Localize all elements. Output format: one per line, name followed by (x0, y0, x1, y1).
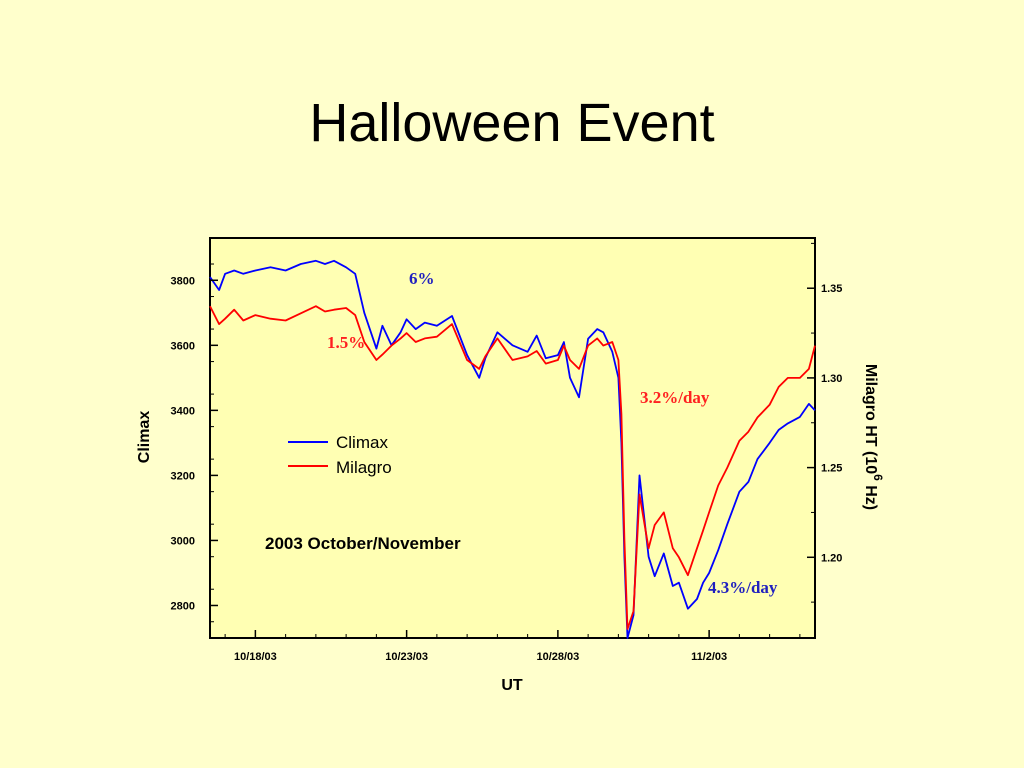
legend: Climax Milagro (288, 433, 392, 477)
y-right-tick-label: 1.30 (821, 373, 842, 385)
annotation-climax-recovery: 4.3%/day (708, 578, 778, 597)
y-right-tick-label: 1.25 (821, 463, 842, 475)
y-axis-left: 2800 3000 3200 3400 3600 3800 (171, 263, 218, 623)
y-axis-right-title: Milagro HT (106 Hz) (862, 364, 885, 510)
annotation-milagro-drop: 1.5% (327, 333, 365, 352)
annotation-milagro-recovery: 3.2%/day (640, 388, 710, 407)
slide-title: Halloween Event (309, 93, 715, 153)
annotation-climax-drop: 6% (409, 269, 435, 288)
x-axis-title: UT (501, 677, 523, 694)
x-tick-label: 10/23/03 (385, 651, 428, 663)
y-right-tick-label: 1.35 (821, 283, 842, 295)
y-left-tick-label: 2800 (171, 600, 195, 612)
y-left-tick-label: 3000 (171, 535, 195, 547)
x-tick-label: 11/2/03 (691, 651, 727, 663)
y-axis-right-title-main: Milagro HT (10 (862, 364, 879, 474)
y-left-tick-label: 3600 (171, 340, 195, 352)
y-axis-right-title-exp: 6 (871, 474, 885, 481)
y-right-tick-label: 1.20 (821, 552, 842, 564)
x-axis: 10/18/03 10/23/03 10/28/03 11/2/03 (224, 630, 801, 663)
series-line-climax (209, 259, 816, 639)
series-line-milagro (209, 305, 816, 630)
y-left-tick-label: 3200 (171, 470, 195, 482)
y-left-tick-label: 3800 (171, 275, 195, 287)
y-axis-right: 1.20 1.25 1.30 1.35 (807, 242, 842, 603)
plot-area (209, 237, 816, 639)
x-tick-label: 10/28/03 (536, 651, 579, 663)
y-left-tick-label: 3400 (171, 405, 195, 417)
series-layer (209, 259, 816, 639)
chart-subtitle: 2003 October/November (265, 534, 461, 553)
legend-label-climax: Climax (336, 433, 388, 452)
y-axis-left-title: Climax (136, 411, 153, 464)
y-axis-right-title-tail: Hz) (862, 481, 879, 510)
x-tick-label: 10/18/03 (234, 651, 277, 663)
legend-label-milagro: Milagro (336, 458, 392, 477)
